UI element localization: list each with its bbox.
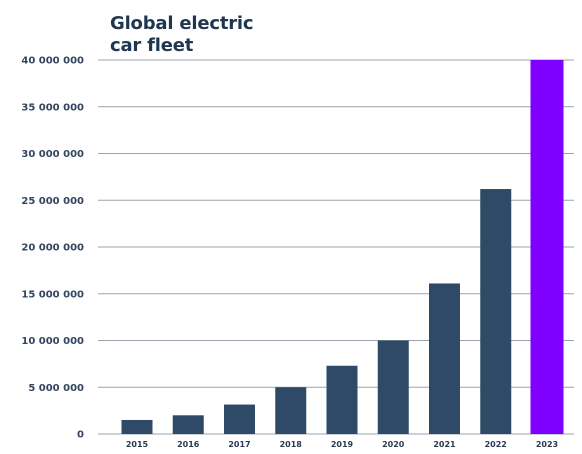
bar-2023 xyxy=(530,60,564,434)
y-tick-label: 30 000 000 xyxy=(21,149,84,160)
y-axis-tick-labels: 0 5 000 000 10 000 000 15 000 000 20 000 000… xyxy=(21,56,84,441)
bar-2021 xyxy=(429,283,460,434)
bar-2022 xyxy=(480,189,512,434)
x-tick-label: 2020 xyxy=(382,440,405,449)
bar-2020 xyxy=(377,340,409,434)
y-tick-label: 5 000 000 xyxy=(28,383,84,394)
x-tick-label: 2023 xyxy=(536,440,558,449)
x-tick-label: 2015 xyxy=(126,440,149,449)
chart-title-line-2: car fleet xyxy=(110,35,194,56)
bar-2015 xyxy=(121,419,153,434)
x-tick-label: 2018 xyxy=(280,440,303,449)
bar-2018 xyxy=(275,387,307,434)
bar-2017 xyxy=(224,404,255,434)
chart-title-line-1: Global electric xyxy=(110,13,254,34)
x-tick-label: 2019 xyxy=(331,440,354,449)
x-tick-label: 2016 xyxy=(177,440,200,449)
bar-2019 xyxy=(326,365,358,434)
x-axis-tick-labels: 2015 2016 2017 2018 2019 2020 2021 2022 2023 xyxy=(126,440,558,449)
x-tick-label: 2022 xyxy=(485,440,507,449)
y-tick-label: 40 000 000 xyxy=(21,56,84,67)
y-tick-label: 35 000 000 xyxy=(21,102,84,113)
y-tick-label: 10 000 000 xyxy=(21,336,84,347)
bar-2016 xyxy=(172,415,204,434)
x-tick-label: 2021 xyxy=(433,440,456,449)
bars xyxy=(121,60,564,434)
y-tick-label: 0 xyxy=(77,430,84,441)
y-tick-label: 20 000 000 xyxy=(21,243,84,254)
x-tick-label: 2017 xyxy=(228,440,250,449)
y-tick-label: 25 000 000 xyxy=(21,196,84,207)
y-tick-label: 15 000 000 xyxy=(21,289,84,300)
